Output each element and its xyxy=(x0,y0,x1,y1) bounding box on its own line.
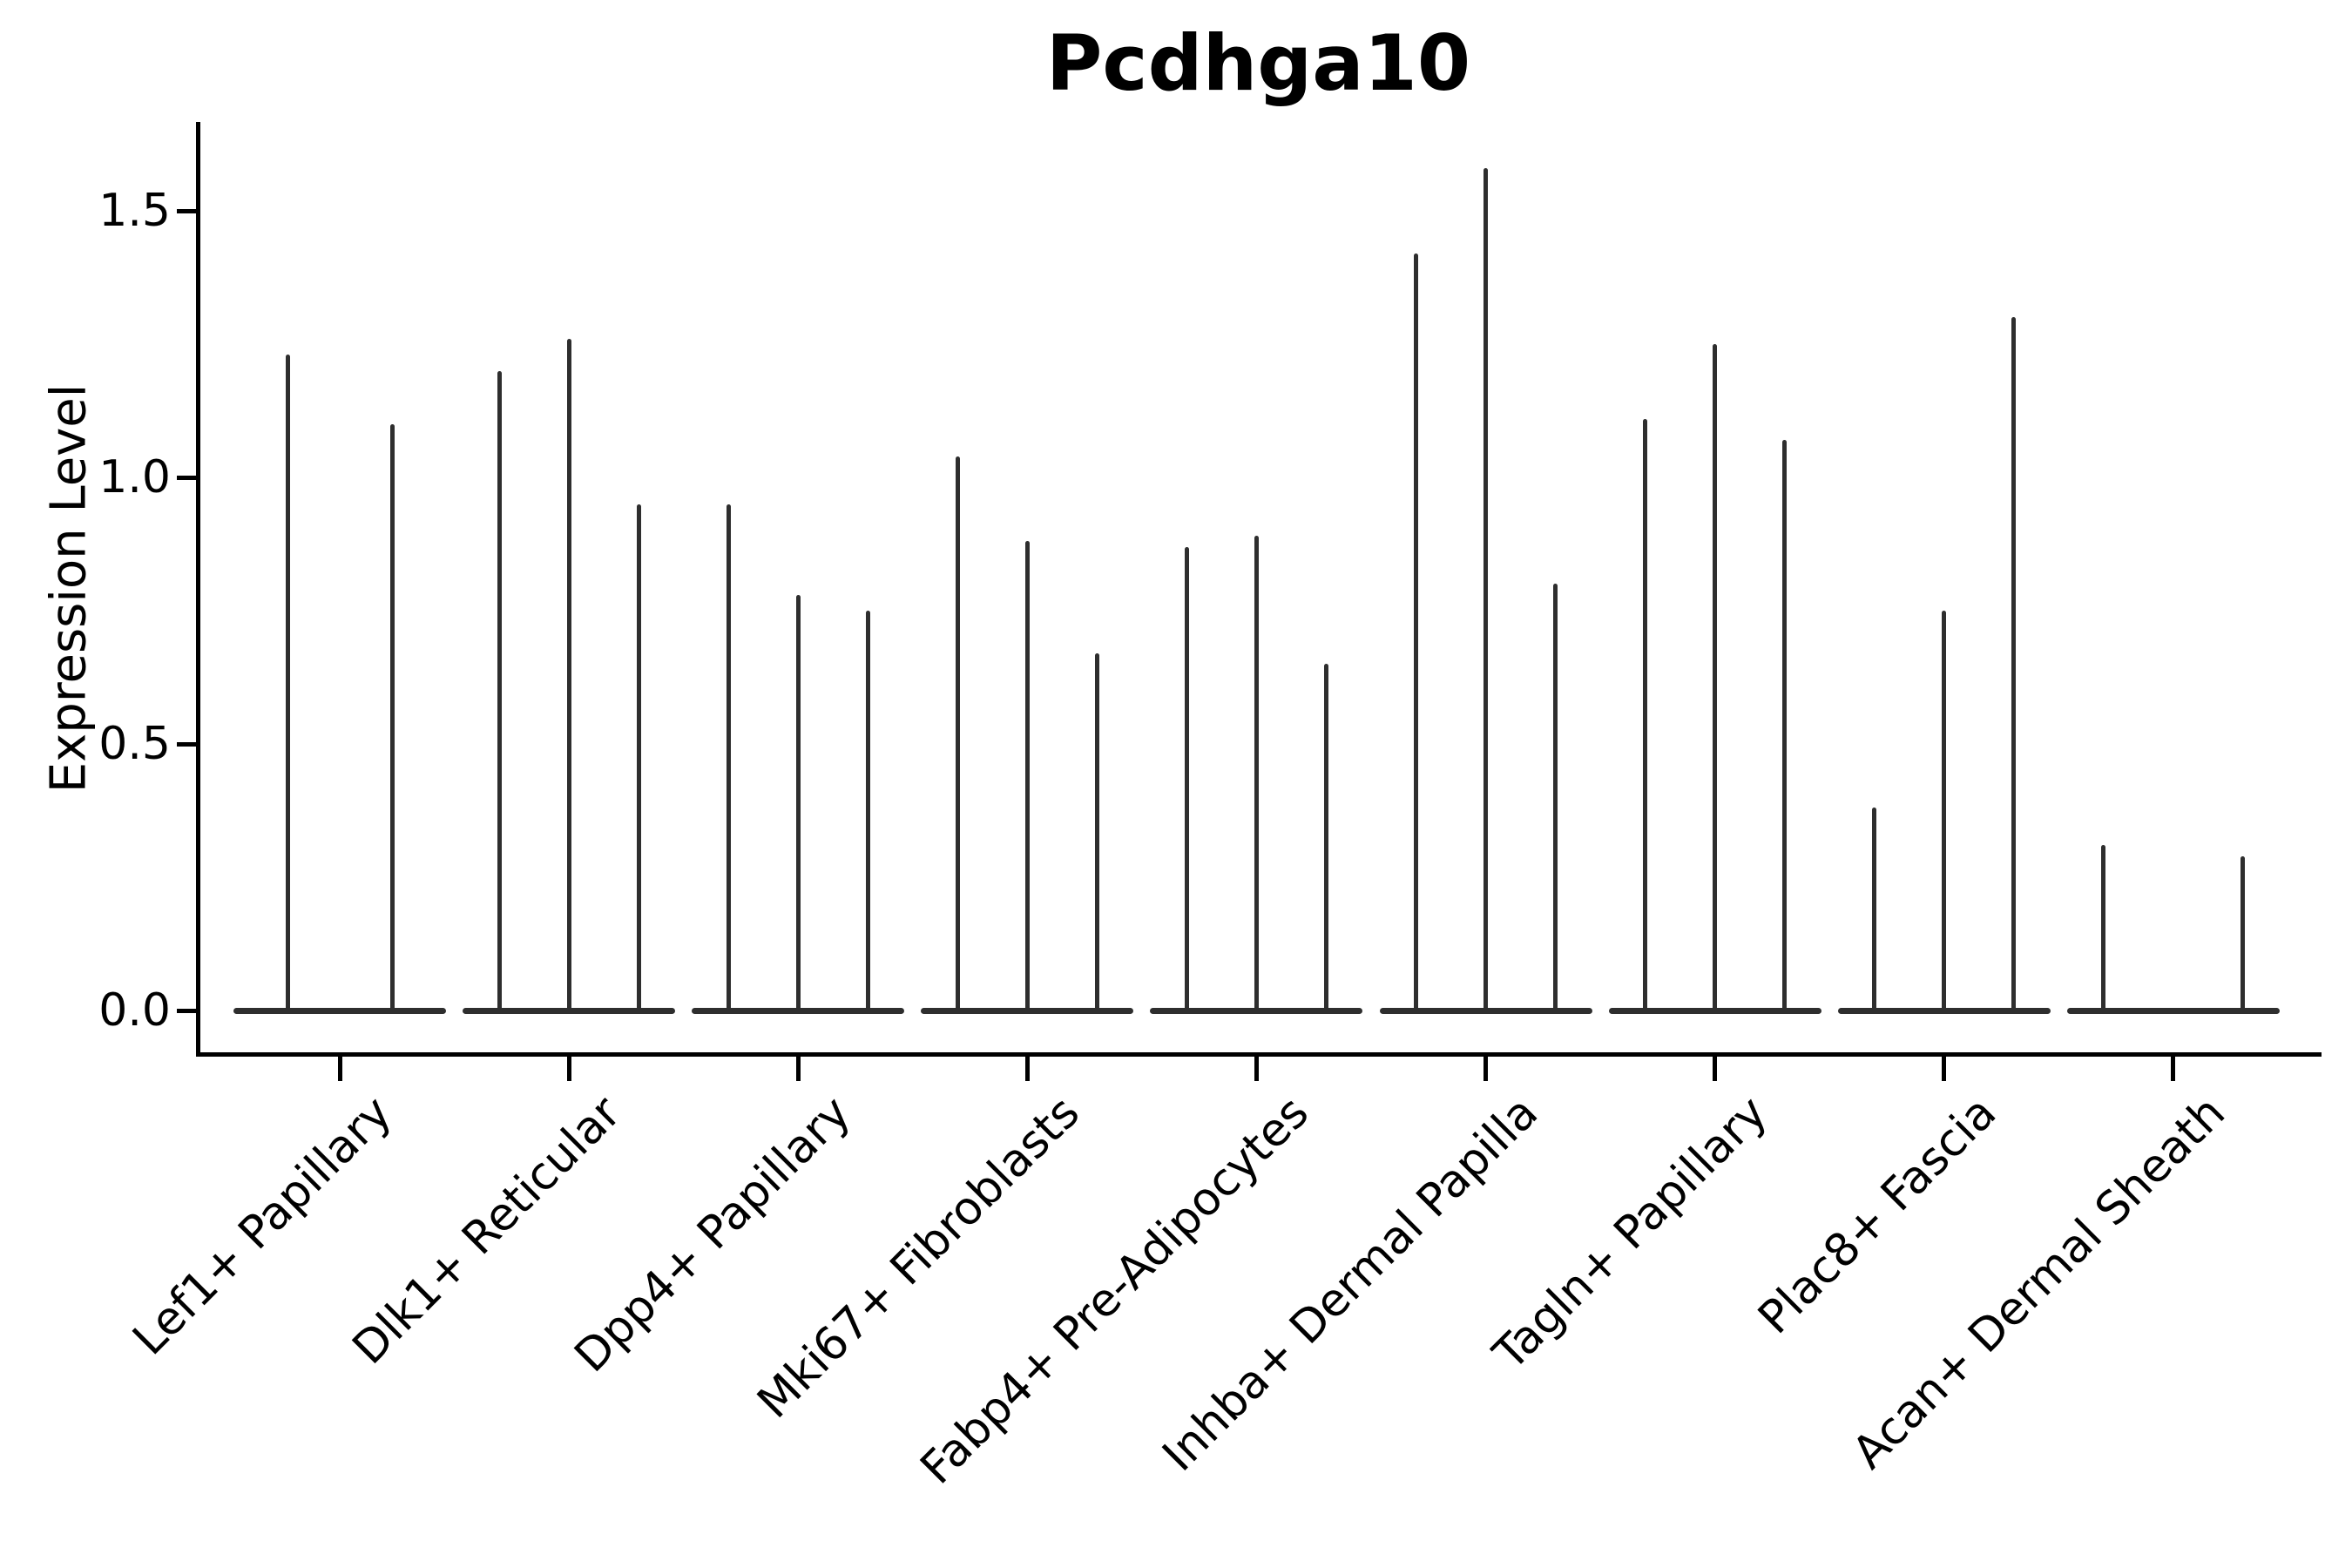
violin-spike xyxy=(1184,546,1189,1014)
x-tick-mark xyxy=(566,1054,571,1081)
violin-spike xyxy=(636,504,641,1014)
y-tick-label: 0.0 xyxy=(98,984,171,1037)
y-tick-mark xyxy=(176,741,196,747)
x-tick-mark xyxy=(1254,1054,1259,1081)
violin-spike xyxy=(1323,664,1328,1014)
violin-spike xyxy=(566,338,571,1014)
x-tick-mark xyxy=(2171,1054,2176,1081)
y-tick-label: 1.0 xyxy=(98,451,171,504)
y-tick-label: 1.5 xyxy=(98,185,171,237)
violin-baseline xyxy=(233,1007,446,1014)
y-tick-mark xyxy=(176,1008,196,1013)
x-tick-mark xyxy=(1713,1054,1718,1081)
violin-spike xyxy=(389,423,395,1014)
x-tick-mark xyxy=(337,1054,342,1081)
x-tick-mark xyxy=(1484,1054,1488,1081)
violin-spike xyxy=(1254,536,1259,1014)
violin-baseline xyxy=(2066,1007,2280,1014)
violin-spike xyxy=(497,370,502,1014)
violin-spike xyxy=(1484,168,1488,1014)
x-tick-label: Inhba+ Dermal Papilla xyxy=(1152,1086,1549,1482)
y-tick-label: 0.5 xyxy=(98,718,171,770)
x-tick-label: Acan+ Dermal Sheath xyxy=(1842,1086,2236,1479)
x-tick-mark xyxy=(795,1054,801,1081)
violin-spike xyxy=(285,355,290,1014)
violin-spike xyxy=(1553,584,1558,1014)
violin-spike xyxy=(1643,418,1648,1014)
y-tick-mark xyxy=(176,475,196,480)
x-tick-label: Fabp4+ Pre-Adipocytes xyxy=(910,1086,1320,1495)
violin-spike xyxy=(2011,317,2017,1014)
violin-spike xyxy=(2240,855,2246,1014)
violin-spike xyxy=(1414,253,1418,1014)
violin-spike xyxy=(865,611,870,1014)
x-tick-mark xyxy=(1942,1054,1947,1081)
violin-spike xyxy=(2101,845,2106,1014)
x-tick-mark xyxy=(1024,1054,1030,1081)
y-tick-mark xyxy=(176,208,196,213)
y-axis-label-container: Expression Level xyxy=(12,122,125,1054)
violin-spike xyxy=(726,504,731,1014)
violin-spike xyxy=(1713,344,1718,1014)
violin-spike xyxy=(1872,808,1877,1014)
violin-spike xyxy=(1024,541,1030,1014)
x-tick-label: Plac8+ Fascia xyxy=(1748,1086,2007,1345)
y-axis-spine xyxy=(195,122,200,1057)
violin-spike xyxy=(1942,611,1947,1014)
x-axis-spine xyxy=(195,1051,2322,1057)
violin-spike xyxy=(1094,652,1099,1014)
violin-spike xyxy=(955,456,960,1014)
chart-title: Pcdhga10 xyxy=(1045,18,1471,108)
violin-spike xyxy=(795,594,801,1014)
violin-spike xyxy=(1782,440,1788,1014)
